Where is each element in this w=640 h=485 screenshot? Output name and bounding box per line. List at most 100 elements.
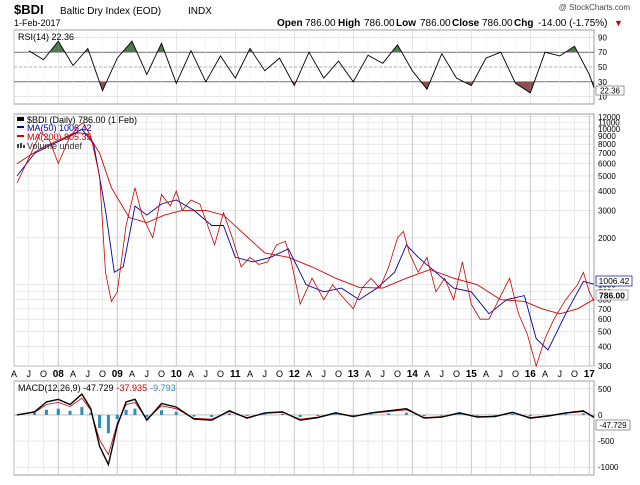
x-tick-label: A — [70, 369, 76, 379]
macd-histogram-bar — [581, 413, 585, 415]
macd-last-value: -47.729 — [599, 421, 627, 430]
macd-histogram-bar — [80, 407, 84, 415]
macd-histogram-bar — [174, 411, 178, 415]
price-tick-label: 11000 — [598, 119, 620, 128]
macd-histogram-bar — [546, 414, 550, 416]
macd-grid — [13, 381, 594, 475]
macd-histogram-bar — [192, 414, 196, 417]
x-tick-label: J — [27, 369, 32, 379]
chart-date: 1-Feb-2017 — [14, 18, 61, 28]
macd-tick-label: 0 — [598, 411, 603, 420]
rsi-tick-label: 70 — [598, 48, 607, 57]
x-tick-label: A — [11, 369, 17, 379]
low-value: 786.00 — [420, 18, 451, 29]
price-tick-label: 7000 — [598, 149, 616, 158]
x-tick-label: O — [276, 369, 283, 379]
macd-histogram-bar — [316, 414, 320, 416]
rsi-tick-label: 50 — [598, 63, 607, 72]
x-tick-label: O — [99, 369, 106, 379]
macd-histogram-bar — [592, 414, 596, 416]
macd-histogram — [15, 407, 596, 434]
macd-histogram-bar — [89, 412, 93, 415]
macd-panel: 500 0 -500 -1000 MACD(12,26,9) -47.729 -37.9… — [13, 380, 631, 476]
x-tick-label: A — [129, 369, 135, 379]
chg-down-icon: ▼ — [614, 18, 623, 28]
macd-tick-label: -500 — [598, 437, 615, 446]
price-tick-label: 3000 — [598, 206, 616, 215]
legend-ma200: MA(200) 805.35 — [27, 132, 92, 142]
macd-histogram-bar — [160, 410, 164, 415]
x-tick-label: O — [217, 369, 224, 379]
x-tick-label: O — [158, 369, 165, 379]
x-tick-label: 10 — [171, 369, 183, 380]
macd-histogram-bar — [387, 413, 391, 415]
x-tick-label: 08 — [53, 369, 65, 380]
x-tick-label: J — [86, 369, 91, 379]
x-tick-label: 16 — [525, 369, 537, 380]
price-tick-label: 500 — [598, 327, 612, 336]
price-tick-label: 300 — [598, 362, 612, 371]
macd-legend-hist: -9.793 — [150, 383, 176, 393]
x-tick-label: 14 — [407, 369, 419, 380]
x-tick-label: J — [145, 369, 150, 379]
rsi-last-value: 22.36 — [600, 87, 621, 96]
x-tick-label: J — [499, 369, 504, 379]
x-tick-label: 12 — [289, 369, 301, 380]
x-tick-label: A — [247, 369, 253, 379]
x-tick-label: A — [365, 369, 371, 379]
rsi-line — [28, 40, 595, 94]
macd-legend-signal: -37.935 — [117, 383, 148, 393]
open-value: 786.00 — [305, 18, 336, 29]
x-tick-label: J — [381, 369, 386, 379]
x-tick-label: O — [512, 369, 519, 379]
price-line — [16, 121, 595, 368]
rsi-grid — [13, 30, 594, 104]
price-tick-label: 400 — [598, 343, 612, 352]
x-tick-label: 11 — [230, 369, 241, 380]
price-tick-label: 5000 — [598, 172, 616, 181]
macd-histogram-bar — [511, 413, 515, 415]
close-value: 786.00 — [482, 18, 513, 29]
rsi-axis: 90 70 50 30 10 — [598, 33, 607, 101]
macd-histogram-bar — [145, 414, 149, 418]
macd-histogram-bar — [493, 414, 497, 416]
x-tick-label: O — [335, 369, 342, 379]
open-label: Open — [277, 18, 303, 29]
high-label: High — [338, 18, 360, 29]
x-tick-label: O — [571, 369, 578, 379]
macd-legend: MACD(12,26,9) -47.729 -37.935 -9.793 — [18, 383, 176, 393]
chg-label: Chg — [514, 18, 533, 29]
macd-histogram-bar — [68, 410, 72, 415]
macd-histogram-bar — [44, 409, 48, 415]
macd-tick-label: -1000 — [598, 463, 619, 472]
price-tick-label: 10000 — [598, 125, 621, 134]
legend-price: $BDI (Daily) 786.00 (1 Feb) — [27, 115, 137, 125]
macd-histogram-bar — [475, 414, 479, 416]
x-tick-label: A — [542, 369, 548, 379]
macd-histogram-bar — [280, 413, 284, 415]
rsi-tick-label: 10 — [598, 93, 607, 102]
x-tick-label: J — [204, 369, 209, 379]
price-last-value: 786.00 — [599, 291, 625, 301]
macd-histogram-bar — [227, 413, 231, 415]
ma50-line — [16, 128, 595, 351]
macd-histogram-bar — [33, 412, 37, 415]
macd-histogram-bar — [106, 414, 110, 434]
close-label: Close — [452, 18, 480, 29]
high-value: 786.00 — [364, 18, 395, 29]
low-label: Low — [396, 18, 416, 29]
macd-histogram-bar — [404, 412, 408, 415]
macd-histogram-bar — [133, 408, 137, 415]
x-tick-label: J — [263, 369, 268, 379]
macd-histogram-bar — [457, 414, 461, 415]
legend-ma50: MA(50) 1006.42 — [27, 123, 92, 133]
macd-histogram-bar — [422, 414, 426, 417]
x-tick-label: O — [453, 369, 460, 379]
chart-exchange: INDX — [188, 6, 212, 17]
price-tick-label: 8000 — [598, 140, 616, 149]
x-tick-label: J — [322, 369, 327, 379]
rsi-tick-label: 30 — [598, 78, 607, 87]
x-tick-label: A — [188, 369, 194, 379]
